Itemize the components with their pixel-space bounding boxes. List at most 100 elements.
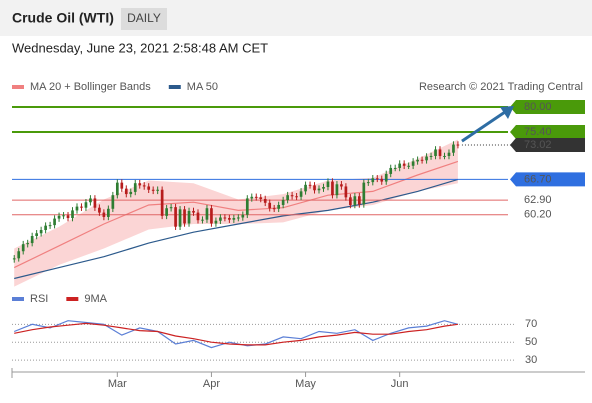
candle-body [17,251,21,259]
candle-body [411,161,415,166]
interval: DAILY [127,11,161,25]
candle-body [102,212,106,217]
candle-body [115,182,119,196]
candle-body [362,182,366,205]
candle-body [393,167,397,169]
candle-body [142,185,146,187]
candle-body [39,230,43,234]
candle-body [353,196,357,205]
header-bar [0,0,592,36]
candle-body [62,215,65,217]
candle-body [107,208,110,217]
candle-body [66,215,70,219]
candle-body [111,195,115,209]
candle-body [443,155,446,157]
candle-body [174,207,177,227]
candle-body [214,220,218,224]
legend-label: MA 50 [187,81,218,93]
candle-body [156,189,160,191]
candle-body [124,188,128,195]
level-label: 66.70 [524,173,552,185]
candle-body [281,200,285,205]
candle-body [223,217,227,219]
candle-body [228,218,231,220]
candle-body [133,183,137,192]
level-label: 62.90 [524,194,552,206]
level-label: 73.02 [524,139,552,151]
candle-body [98,207,101,213]
timestamp: Wednesday, June 23, 2021 2:58:48 AM CET [12,40,268,55]
candle-body [129,191,133,195]
candle-body [71,210,74,219]
candle-body [366,182,370,184]
candle-body [160,189,164,216]
candle-body [263,198,267,203]
x-tick-label: May [295,378,316,390]
candle-body [196,212,200,221]
candle-body [308,184,312,186]
candle-body [147,186,151,190]
moving-average [14,178,459,280]
candle-body [53,218,56,226]
candle-body [344,186,348,198]
y-tick-label: 50 [525,336,537,348]
candle-body [80,206,83,208]
candle-body [268,202,272,209]
candle-body [286,195,289,201]
candle-body [84,202,88,208]
candle-body [277,204,281,209]
candle-body [429,155,433,157]
candle-body [75,206,79,211]
forecast-arrowhead [500,106,514,119]
candle-body [398,163,402,168]
candle-body [250,196,254,199]
candle-body [290,195,294,197]
y-tick-label: 70 [525,318,537,330]
candle-body [44,225,47,231]
candle-body [452,144,455,153]
level-label: 60.20 [524,209,552,221]
candle-body [349,197,352,205]
candle-body [295,196,298,198]
bollinger-band [14,139,458,287]
candle-body [438,149,442,156]
candle-body [402,163,406,166]
candle-body [384,173,388,182]
candle-body [35,233,38,237]
candle-body [254,196,258,198]
candle-body [331,181,334,196]
candle-body [210,208,213,224]
candle-body [201,219,204,221]
indicator-line [14,322,458,346]
candle-body [138,183,142,186]
candle-body [165,208,168,216]
candle-body [219,217,222,221]
legend-label: RSI [30,293,48,305]
candle-body [187,210,191,224]
candle-body [236,217,240,219]
candle-body [259,197,263,199]
candle-body [357,196,361,205]
candle-body [48,225,52,227]
level-tag [510,99,585,114]
candle-body [272,208,276,210]
level-tag [510,137,585,152]
candle-body [425,156,428,161]
candle-body [299,191,303,197]
candle-body [245,198,249,215]
candle-body [375,178,379,180]
candle-body [232,218,236,220]
x-tick-label: Mar [108,378,127,390]
candle-body [205,208,209,220]
forecast-arrow [461,110,506,143]
candle-body [313,185,316,191]
candle-body [371,178,375,183]
candle-body [456,144,460,146]
candle-body [12,258,16,260]
candle-body [57,215,61,219]
legend-label: 9MA [84,293,107,305]
candle-body [420,159,424,161]
candle-body [304,184,307,192]
candle-body [416,159,419,162]
